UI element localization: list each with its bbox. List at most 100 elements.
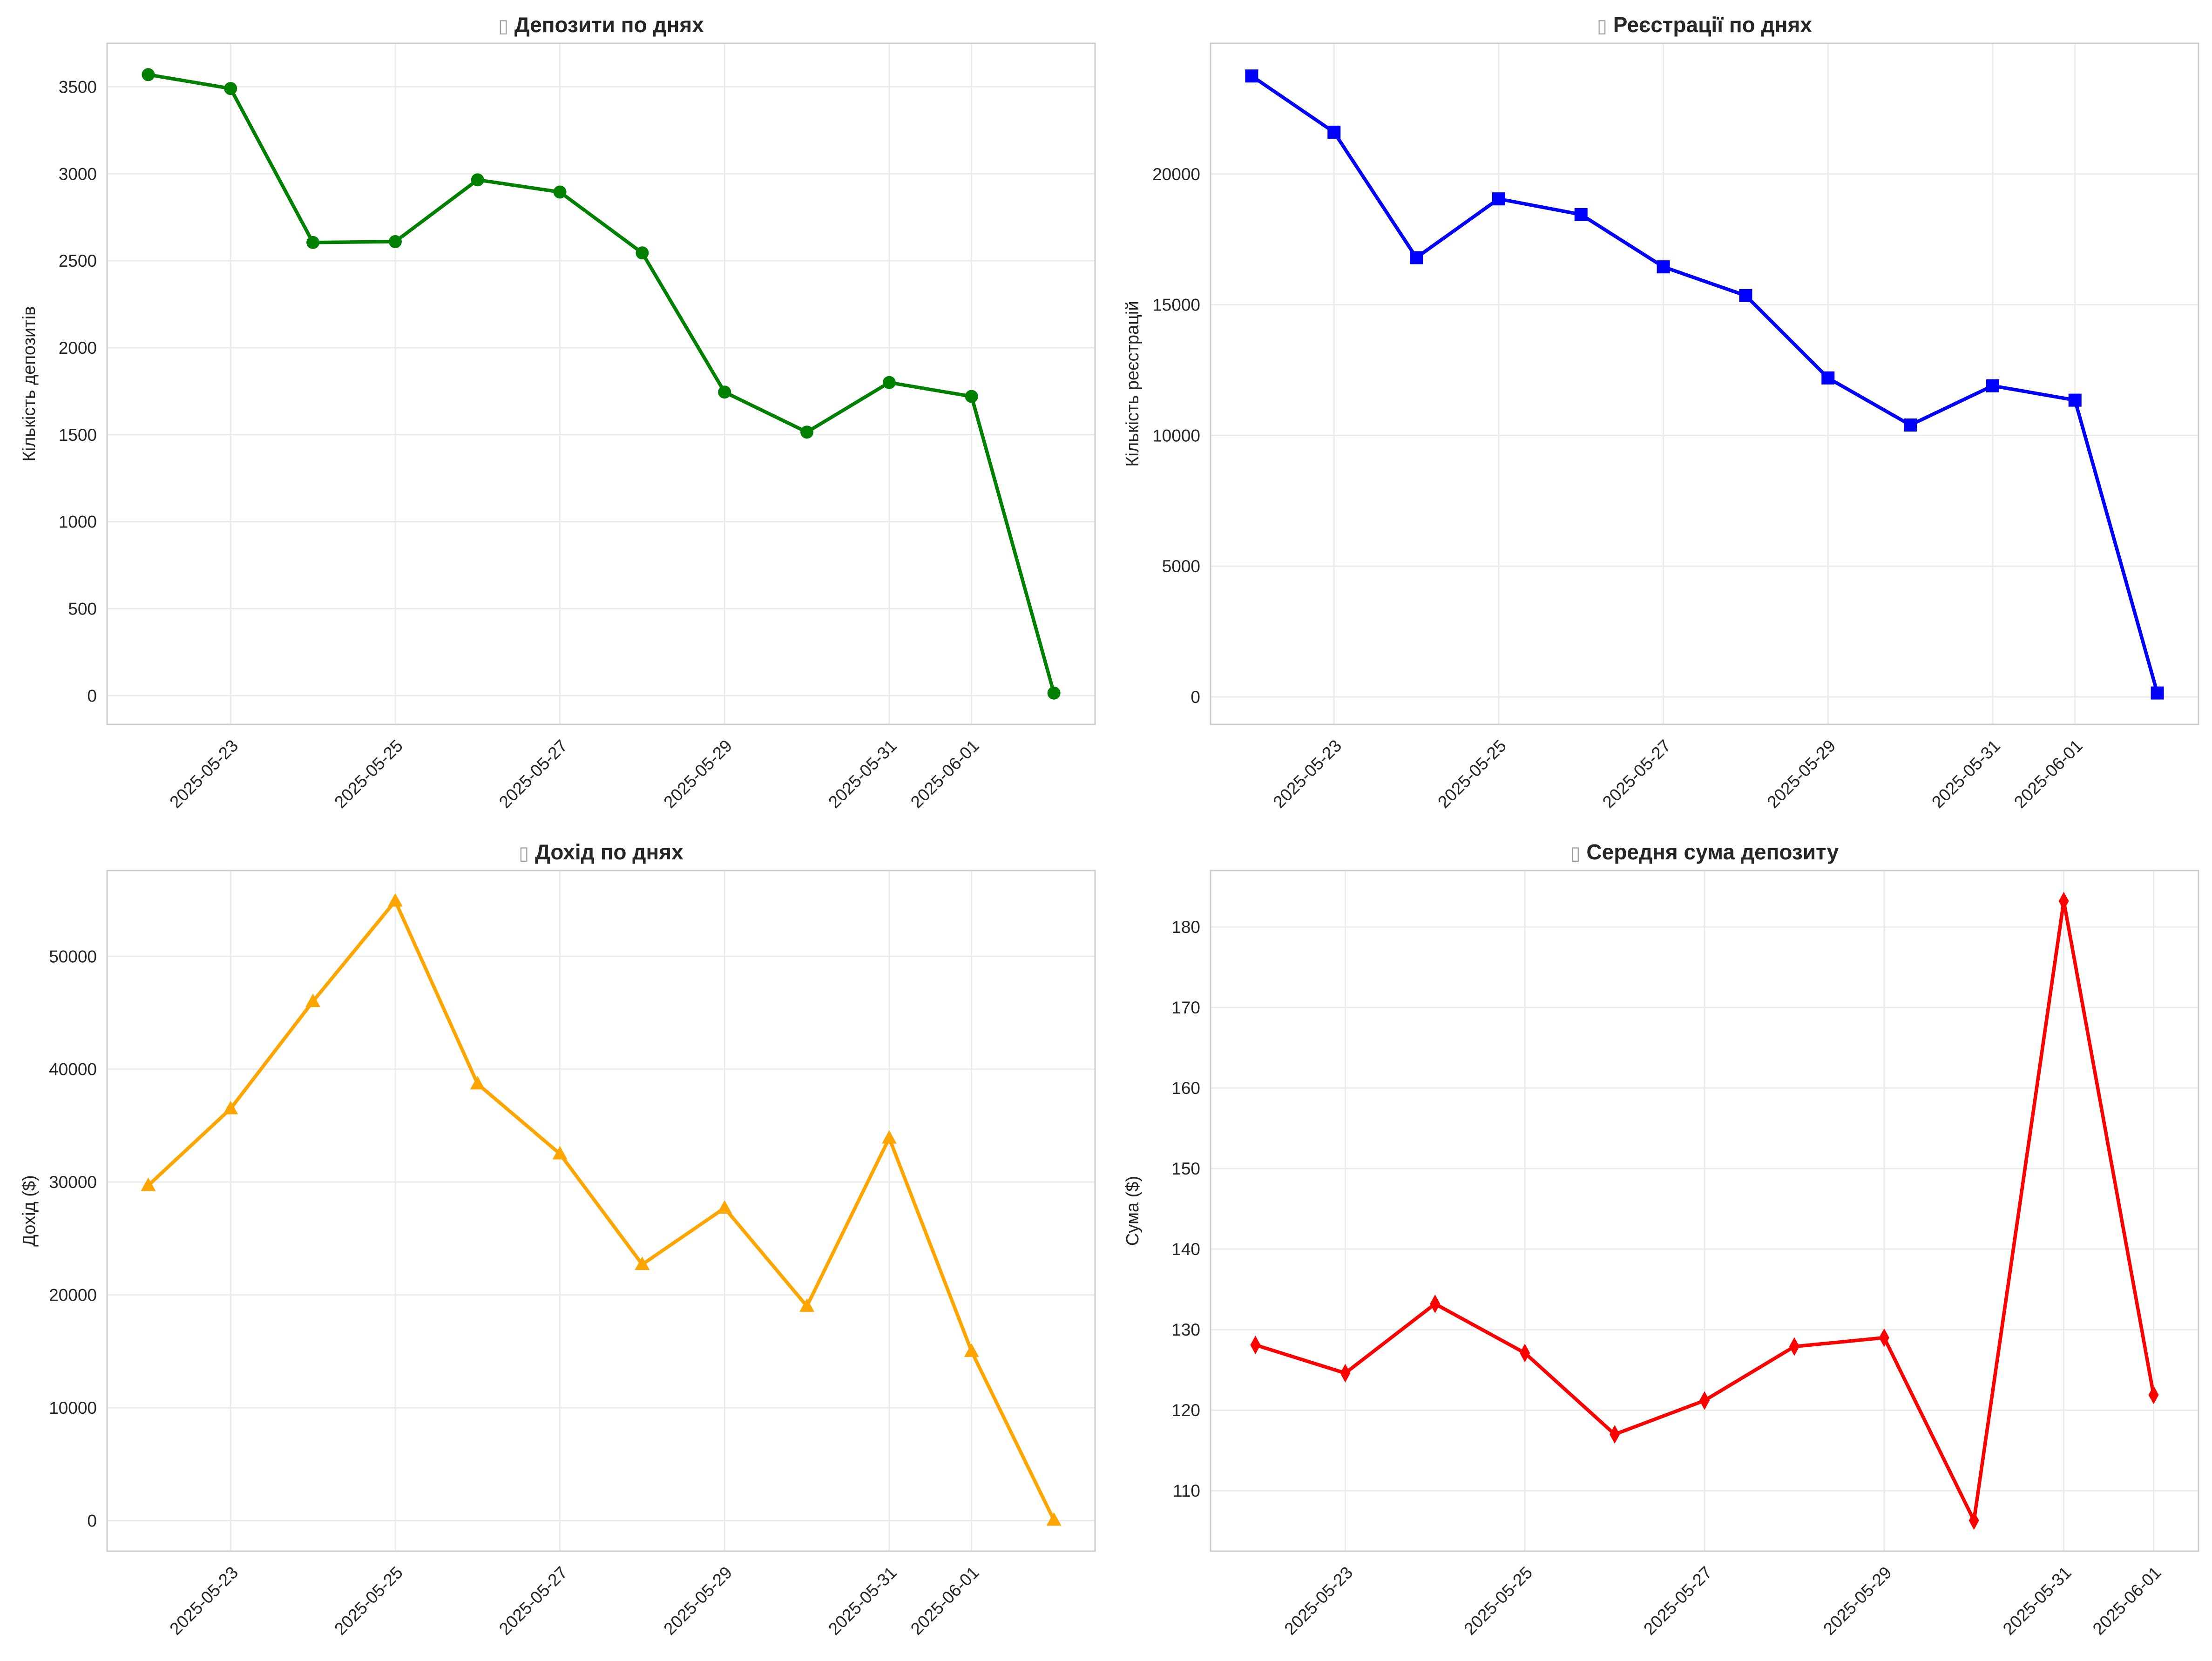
x-tick-label: 2025-05-27 bbox=[495, 1563, 571, 1639]
x-tick-label: 2025-06-01 bbox=[907, 736, 983, 812]
square-data-point bbox=[1821, 371, 1835, 385]
x-tick-label: 2025-05-25 bbox=[331, 736, 406, 812]
y-tick-label: 110 bbox=[1173, 1481, 1200, 1500]
square-data-point bbox=[1410, 251, 1423, 264]
triangle-data-point bbox=[1046, 1512, 1062, 1526]
diamond-data-point bbox=[1879, 1328, 1889, 1347]
y-tick-label: 180 bbox=[1171, 918, 1200, 937]
y-tick-label: 40000 bbox=[49, 1060, 97, 1079]
y-tick-label: 20000 bbox=[1152, 165, 1200, 184]
y-tick-label: 0 bbox=[1191, 688, 1200, 707]
missing-glyph-icon: ▯ bbox=[498, 15, 514, 37]
x-tick-label: 2025-05-25 bbox=[1434, 736, 1510, 812]
triangle-data-point bbox=[635, 1256, 650, 1270]
diamond-data-point bbox=[2148, 1385, 2159, 1404]
circle-data-point bbox=[388, 235, 402, 249]
y-axis-label: Кількість депозитів bbox=[20, 306, 39, 462]
y-tick-label: 5000 bbox=[1162, 557, 1200, 576]
circle-data-point bbox=[636, 246, 649, 260]
y-tick-label: 15000 bbox=[1152, 296, 1200, 315]
circle-data-point bbox=[718, 385, 731, 399]
missing-glyph-icon: ▯ bbox=[519, 843, 535, 864]
y-tick-label: 20000 bbox=[49, 1286, 97, 1305]
y-tick-label: 0 bbox=[87, 1512, 97, 1531]
square-data-point bbox=[1245, 69, 1258, 83]
circle-data-point bbox=[224, 82, 237, 95]
x-tick-label: 2025-05-25 bbox=[1460, 1563, 1536, 1639]
y-tick-label: 140 bbox=[1171, 1240, 1200, 1259]
y-tick-label: 50000 bbox=[49, 947, 97, 966]
square-data-point bbox=[1492, 192, 1505, 206]
circle-data-point bbox=[882, 376, 896, 389]
plot-frame bbox=[106, 870, 1096, 1552]
diamond-data-point bbox=[1250, 1336, 1261, 1355]
triangle-data-point bbox=[141, 1177, 156, 1191]
x-tick-label: 2025-05-23 bbox=[1269, 736, 1345, 812]
triangle-data-point bbox=[881, 1130, 897, 1144]
square-data-point bbox=[1657, 260, 1670, 274]
diamond-data-point bbox=[1340, 1364, 1351, 1383]
diamond-data-point bbox=[1789, 1337, 1799, 1356]
chart-panel-3: 0 10000 20000 30000 40000 50000 2025-05-23 2025… bbox=[20, 840, 1096, 1639]
plot-area bbox=[1211, 43, 2198, 724]
plot-frame bbox=[1210, 42, 2199, 725]
plot-frame bbox=[1210, 870, 2199, 1552]
x-tick-label: 2025-05-31 bbox=[1999, 1563, 2075, 1639]
x-tick-label: 2025-05-27 bbox=[1640, 1563, 1716, 1639]
x-tick-label: 2025-05-23 bbox=[1281, 1563, 1357, 1639]
x-tick-label: 2025-06-01 bbox=[2089, 1563, 2165, 1639]
diamond-data-point bbox=[1610, 1425, 1620, 1444]
triangle-data-point bbox=[305, 993, 321, 1007]
series-line bbox=[146, 899, 1056, 1522]
y-tick-label: 3500 bbox=[59, 77, 97, 96]
circle-data-point bbox=[965, 390, 978, 403]
triangle-data-point bbox=[223, 1101, 238, 1114]
square-data-point bbox=[1986, 379, 1999, 392]
circle-data-point bbox=[1047, 686, 1061, 700]
y-tick-label: 2500 bbox=[59, 251, 97, 270]
triangle-data-point bbox=[470, 1076, 485, 1090]
diamond-data-point bbox=[1968, 1511, 1979, 1530]
chart-title: ▯ Реєстрації по днях bbox=[1597, 13, 1812, 37]
square-data-point bbox=[2151, 686, 2164, 700]
y-tick-label: 2000 bbox=[59, 338, 97, 358]
y-tick-label: 30000 bbox=[49, 1173, 97, 1192]
chart-title: ▯ Середня сума депозиту bbox=[1570, 840, 1839, 864]
y-axis-label: Сума ($) bbox=[1123, 1176, 1143, 1246]
triangle-data-point bbox=[717, 1200, 732, 1214]
x-tick-label: 2025-05-29 bbox=[660, 736, 736, 812]
x-tick-label: 2025-06-01 bbox=[907, 1563, 983, 1639]
y-axis-label: Дохід ($) bbox=[20, 1175, 39, 1246]
chart-title: ▯ Депозити по днях bbox=[498, 13, 704, 37]
triangle-data-point bbox=[964, 1343, 979, 1357]
y-tick-label: 130 bbox=[1171, 1320, 1200, 1339]
x-tick-label: 2025-05-29 bbox=[660, 1563, 736, 1639]
circle-data-point bbox=[306, 236, 320, 249]
series-line bbox=[146, 73, 1056, 695]
y-tick-label: 1000 bbox=[59, 513, 97, 532]
y-tick-label: 10000 bbox=[49, 1398, 97, 1418]
missing-glyph-icon: ▯ bbox=[1597, 15, 1613, 37]
x-tick-label: 2025-06-01 bbox=[2010, 736, 2086, 812]
y-tick-label: 500 bbox=[68, 599, 97, 618]
chart-title: ▯ Дохід по днях bbox=[519, 840, 683, 864]
x-tick-label: 2025-05-27 bbox=[495, 736, 571, 812]
x-tick-label: 2025-05-31 bbox=[1928, 736, 2004, 812]
x-tick-label: 2025-05-29 bbox=[1763, 736, 1839, 812]
triangle-data-point bbox=[552, 1146, 568, 1160]
y-tick-label: 120 bbox=[1171, 1401, 1200, 1420]
chart-panel-4: 110 120 130 140 150 160 170 180 2025-05-23 2025-0… bbox=[1123, 840, 2199, 1639]
x-tick-label: 2025-05-29 bbox=[1820, 1563, 1895, 1639]
x-tick-label: 2025-05-23 bbox=[166, 1563, 242, 1639]
x-tick-label: 2025-05-31 bbox=[825, 736, 900, 812]
square-data-point bbox=[1739, 289, 1752, 302]
x-tick-label: 2025-05-31 bbox=[825, 1563, 900, 1639]
square-data-point bbox=[2068, 393, 2082, 407]
circle-data-point bbox=[800, 425, 814, 439]
diamond-data-point bbox=[1520, 1344, 1530, 1363]
diamond-data-point bbox=[1430, 1294, 1441, 1313]
y-tick-label: 150 bbox=[1171, 1159, 1200, 1178]
y-axis-label: Кількість реєстрацій bbox=[1123, 301, 1143, 466]
y-tick-label: 1500 bbox=[59, 425, 97, 445]
y-tick-label: 3000 bbox=[59, 164, 97, 183]
